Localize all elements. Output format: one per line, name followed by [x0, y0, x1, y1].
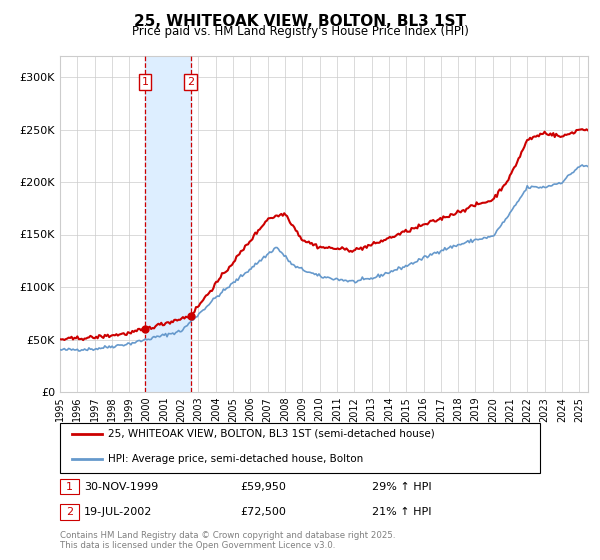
Text: 29% ↑ HPI: 29% ↑ HPI [372, 482, 431, 492]
Text: Price paid vs. HM Land Registry's House Price Index (HPI): Price paid vs. HM Land Registry's House … [131, 25, 469, 38]
Text: 2: 2 [66, 507, 73, 517]
Text: 19-JUL-2002: 19-JUL-2002 [84, 507, 152, 517]
Text: 25, WHITEOAK VIEW, BOLTON, BL3 1ST (semi-detached house): 25, WHITEOAK VIEW, BOLTON, BL3 1ST (semi… [108, 429, 435, 439]
Text: 2: 2 [187, 77, 194, 87]
Bar [145, 56, 191, 392]
Text: 30-NOV-1999: 30-NOV-1999 [84, 482, 158, 492]
Text: Contains HM Land Registry data © Crown copyright and database right 2025.
This d: Contains HM Land Registry data © Crown c… [60, 530, 395, 550]
Text: £72,500: £72,500 [240, 507, 286, 517]
Text: 21% ↑ HPI: 21% ↑ HPI [372, 507, 431, 517]
Text: 1: 1 [142, 77, 149, 87]
Text: £59,950: £59,950 [240, 482, 286, 492]
Text: HPI: Average price, semi-detached house, Bolton: HPI: Average price, semi-detached house,… [108, 454, 363, 464]
Text: 25, WHITEOAK VIEW, BOLTON, BL3 1ST: 25, WHITEOAK VIEW, BOLTON, BL3 1ST [134, 14, 466, 29]
Text: 1: 1 [66, 482, 73, 492]
